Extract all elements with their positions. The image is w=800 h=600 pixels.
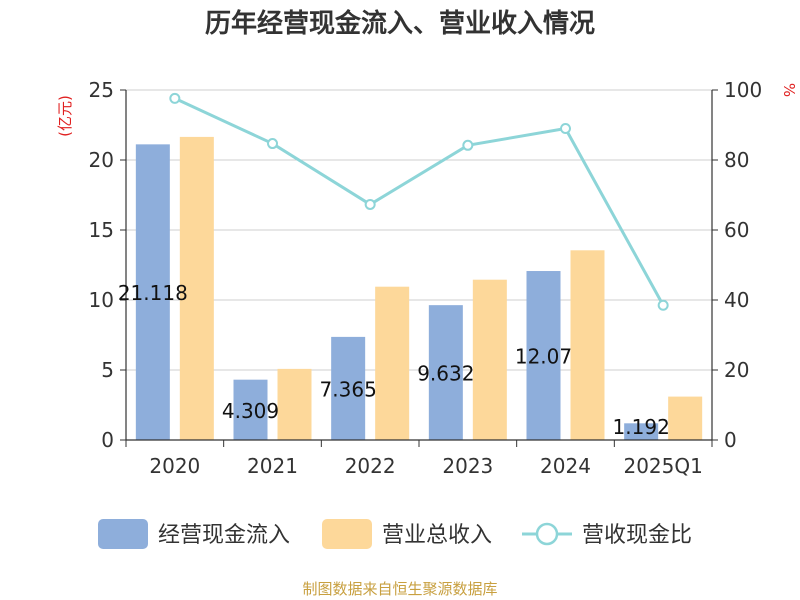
data-label: 12.07 — [515, 345, 572, 369]
legend-marker-ratio — [535, 522, 559, 546]
bars — [135, 136, 703, 440]
data-label: 4.309 — [222, 399, 279, 423]
bar-cash-inflow — [135, 144, 170, 440]
left-tick-label: 0 — [101, 428, 114, 452]
bar-cash-inflow — [624, 423, 659, 440]
ratio-line — [169, 92, 669, 311]
bar-cash-inflow — [233, 379, 268, 440]
chart-title: 历年经营现金流入、营业收入情况 — [205, 8, 595, 39]
left-tick-label: 20 — [89, 148, 114, 172]
x-tick-label: 2022 — [345, 454, 396, 478]
axes: 0 5 10 15 20 25 0 20 40 60 80 100 2020 2021 2022 2023 20… — [89, 78, 763, 478]
x-tick-label: 2020 — [149, 454, 200, 478]
legend: 经营现金流入 营业总收入 营收现金比 — [98, 519, 692, 549]
grid-lines — [126, 89, 712, 371]
left-tick-label: 25 — [89, 78, 114, 102]
legend-label-total-revenue: 营业总收入 — [382, 523, 492, 548]
left-axis-unit: (亿元) — [56, 95, 74, 137]
bar-total-revenue — [668, 396, 703, 440]
ratio-point — [267, 138, 278, 150]
bar-total-revenue — [277, 368, 312, 440]
bar-total-revenue — [472, 279, 507, 440]
source-note: 制图数据来自恒生聚源数据库 — [302, 580, 497, 598]
data-label: 9.632 — [417, 362, 474, 386]
legend-label-cash-inflow: 经营现金流入 — [158, 523, 290, 548]
right-tick-label: 100 — [724, 78, 762, 102]
ratio-point — [462, 139, 474, 151]
right-tick-label: 60 — [724, 218, 749, 242]
right-tick-label: 80 — [724, 148, 749, 172]
right-tick-label: 40 — [724, 288, 749, 312]
bar-cash-inflow — [428, 305, 463, 440]
data-labels: 21.118 4.309 7.365 9.632 12.07 1.192 — [118, 281, 670, 439]
ratio-point — [560, 123, 571, 134]
bar-cash-inflow — [526, 271, 561, 440]
legend-swatch-cash-inflow — [98, 519, 148, 549]
legend-label-ratio: 营收现金比 — [582, 523, 692, 548]
data-label: 1.192 — [613, 415, 670, 439]
right-tick-label: 0 — [724, 428, 737, 452]
data-label: 7.365 — [320, 377, 377, 401]
legend-swatch-total-revenue — [322, 519, 372, 549]
left-tick-label: 15 — [89, 218, 114, 242]
bar-cash-inflow — [331, 336, 366, 440]
right-tick-label: 20 — [724, 358, 749, 382]
bar-total-revenue — [570, 250, 605, 440]
x-tick-label: 2025Q1 — [623, 454, 702, 478]
left-tick-label: 5 — [101, 358, 114, 382]
ratio-point — [169, 92, 181, 104]
x-tick-label: 2023 — [442, 454, 493, 478]
x-tick-label: 2021 — [247, 454, 298, 478]
x-tick-label: 2024 — [540, 454, 591, 478]
data-label: 21.118 — [118, 281, 188, 305]
left-tick-label: 10 — [89, 288, 114, 312]
bar-total-revenue — [179, 136, 214, 440]
bar-total-revenue — [375, 286, 410, 440]
right-axis-unit: % — [780, 83, 798, 97]
ratio-line-path — [174, 97, 665, 306]
ratio-point — [657, 299, 669, 311]
ratio-point — [364, 198, 376, 210]
